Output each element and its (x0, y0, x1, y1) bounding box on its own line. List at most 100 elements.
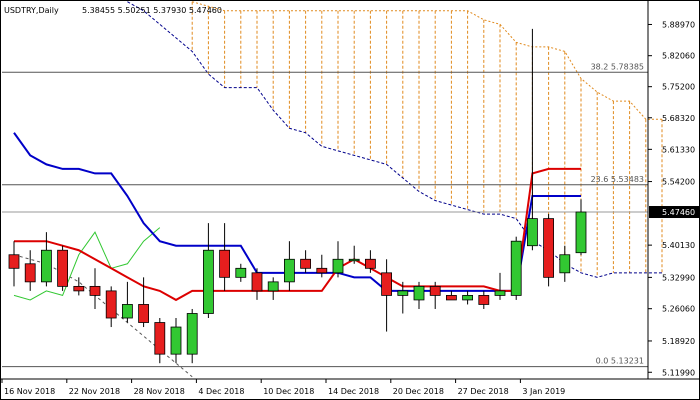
candle-9 (154, 318, 166, 364)
fib-level-label-1: 23.6 5.53483 (591, 175, 644, 184)
candle-body-20 (332, 258, 344, 274)
candle-body-8 (138, 304, 150, 323)
x-tick-label-3: 4 Dec 2018 (198, 387, 244, 396)
current-price-label-bg (649, 206, 700, 219)
candle-body-7 (122, 304, 133, 319)
candle-25 (413, 281, 425, 309)
x-tick-label-6: 20 Dec 2018 (393, 387, 444, 396)
candle-body-13 (219, 249, 231, 278)
y-tick-label-8: 5.26060 (662, 305, 695, 314)
chikou-span-line (13, 227, 161, 301)
candle-2 (41, 232, 52, 287)
candle-17 (283, 241, 295, 291)
candle-5 (89, 268, 101, 309)
x-tick-label-8: 3 Jan 2019 (522, 387, 565, 396)
candle-body-17 (283, 258, 295, 283)
candle-body-22 (364, 258, 376, 269)
y-tick-label-4: 5.61330 (662, 145, 695, 154)
candle-body-32 (527, 218, 538, 247)
fib-level-label-0: 38.2 5.78385 (591, 62, 644, 71)
candle-14 (235, 263, 247, 282)
y-tick-label-5: 5.54200 (662, 178, 695, 187)
candle-body-15 (251, 272, 263, 292)
candle-body-6 (105, 290, 117, 319)
x-tick-label-5: 14 Dec 2018 (328, 387, 379, 396)
y-tick-label-2: 5.75200 (662, 83, 695, 92)
candle-0 (8, 241, 20, 287)
candle-8 (138, 277, 150, 328)
candle-23 (381, 259, 393, 332)
x-tick-label-7: 27 Dec 2018 (458, 387, 509, 396)
candle-body-28 (462, 295, 474, 301)
candle-21 (348, 245, 360, 264)
candle-28 (462, 290, 474, 305)
candle-body-16 (267, 281, 279, 292)
current-price-label: 5.47460 (662, 208, 695, 217)
candle-body-12 (202, 249, 214, 314)
candle-34 (559, 245, 571, 282)
candle-body-33 (543, 218, 554, 278)
candle-body-0 (8, 254, 20, 269)
candle-body-5 (89, 285, 101, 296)
candle-18 (300, 250, 312, 273)
y-tick-label-10: 5.11990 (662, 368, 695, 377)
y-tick-label-7: 5.32990 (662, 273, 695, 282)
candle-body-29 (478, 295, 490, 305)
candlesticks (8, 28, 587, 364)
candle-body-25 (413, 285, 425, 301)
candle-body-31 (510, 240, 522, 296)
candle-10 (170, 318, 182, 364)
candle-16 (267, 277, 279, 300)
candle-22 (364, 250, 376, 273)
tenkan-sen-line (13, 132, 581, 292)
candle-33 (543, 214, 554, 287)
y-tick-label-9: 5.18920 (662, 337, 695, 346)
y-tick-label-0: 5.88970 (662, 20, 695, 29)
fib-level-label-2: 0.0 5.13231 (596, 357, 644, 366)
senkou-span-a-line (192, 1, 662, 120)
candle-body-24 (397, 290, 409, 296)
candle-11 (186, 308, 198, 364)
candle-3 (57, 245, 68, 291)
candle-20 (332, 241, 344, 278)
x-tick-label-2: 28 Nov 2018 (134, 387, 185, 396)
candle-body-34 (559, 254, 571, 274)
candle-body-11 (186, 313, 198, 355)
candle-body-2 (41, 249, 52, 283)
candle-15 (251, 268, 263, 300)
candle-body-9 (154, 322, 166, 355)
x-tick-label-0: 16 Nov 2018 (4, 387, 55, 396)
candle-body-30 (494, 290, 506, 296)
lower-cloud-edge-line (13, 254, 193, 378)
candle-27 (445, 290, 457, 301)
candle-body-19 (316, 267, 328, 274)
candle-body-18 (300, 258, 312, 269)
candle-31 (510, 236, 522, 300)
candle-body-26 (429, 285, 441, 296)
candle-1 (24, 250, 36, 291)
indicator-lines (13, 132, 581, 302)
kijun-sen-line (14, 167, 581, 302)
candle-4 (73, 277, 85, 296)
candle-body-23 (381, 272, 393, 296)
x-tick-label-1: 22 Nov 2018 (69, 387, 120, 396)
candle-32 (527, 28, 538, 251)
candle-body-27 (445, 295, 457, 301)
candle-24 (397, 281, 409, 314)
candle-30 (494, 272, 506, 300)
candle-6 (105, 286, 117, 328)
candle-13 (219, 223, 231, 291)
candle-body-21 (348, 258, 360, 262)
candle-19 (316, 254, 328, 278)
candle-body-14 (235, 267, 247, 278)
senkou-span-b-line (127, 1, 662, 278)
candle-29 (478, 290, 490, 309)
candle-body-10 (170, 326, 182, 355)
candle-7 (122, 281, 133, 323)
ohlc-readout: 5.38455 5.50251 5.37930 5.47460 (82, 6, 222, 15)
candle-body-35 (575, 211, 587, 254)
y-tick-label-3: 5.68320 (662, 114, 695, 123)
